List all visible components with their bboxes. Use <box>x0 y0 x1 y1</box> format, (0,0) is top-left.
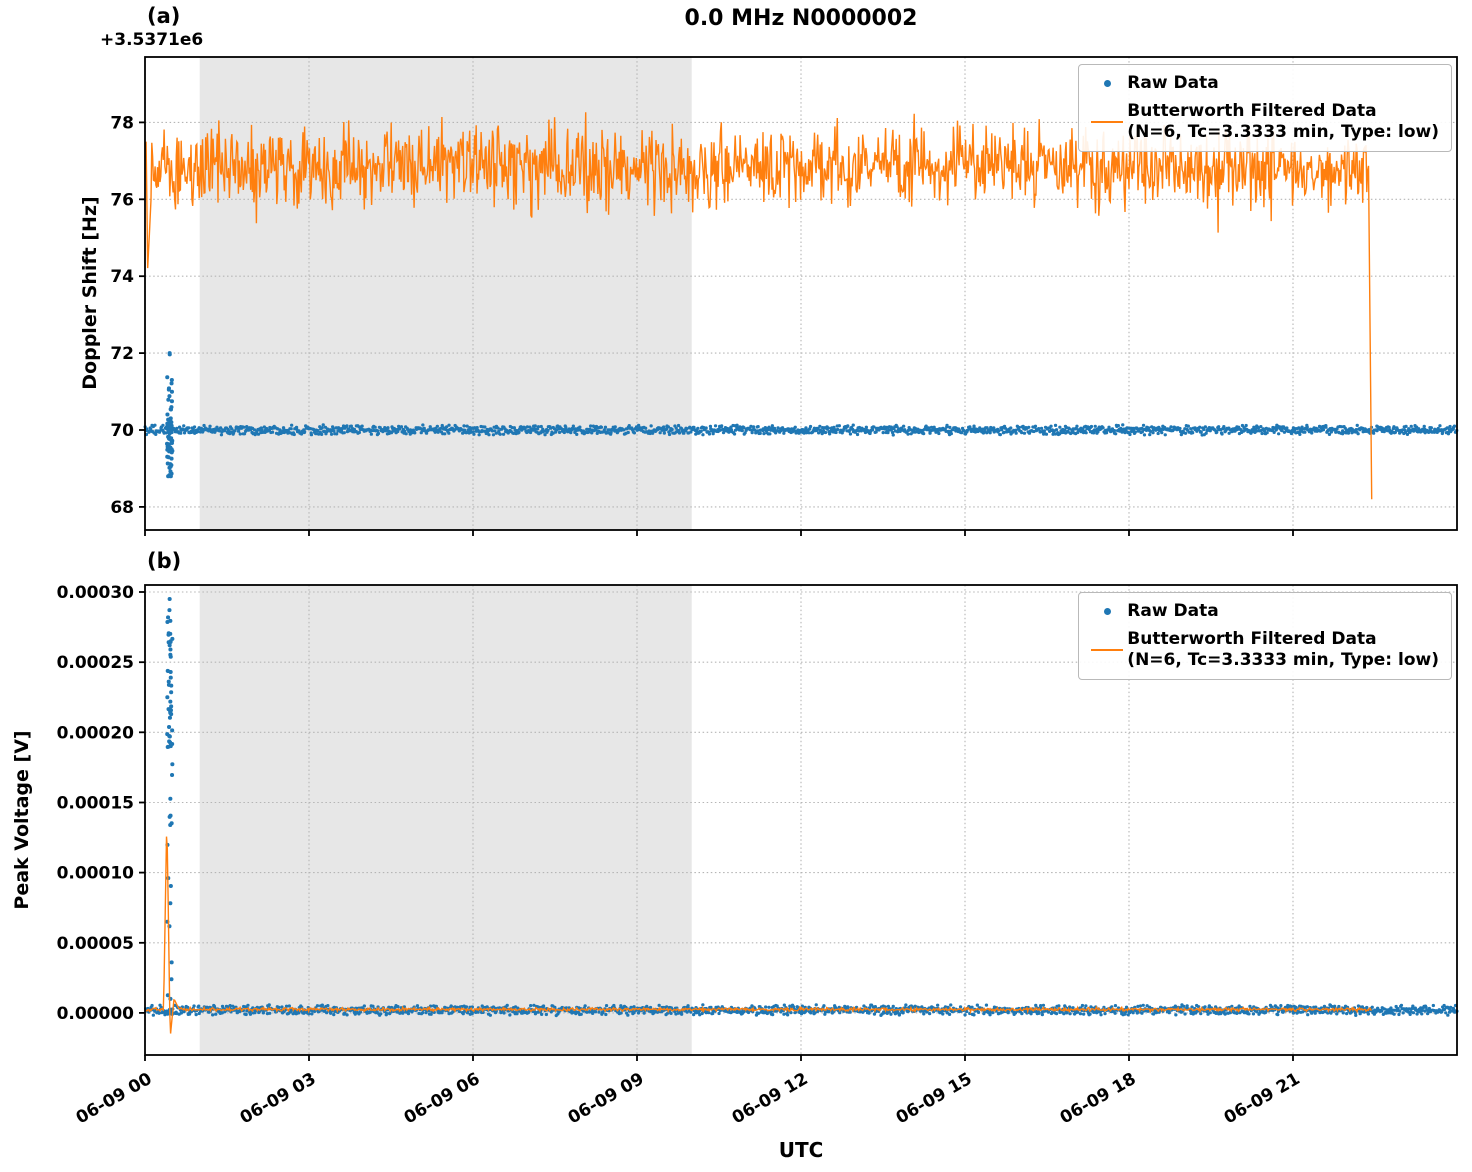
y-tick-label: 72 <box>110 344 134 364</box>
panel-b-tag: (b) <box>147 549 182 573</box>
x-tick-label: 06-09 00 <box>73 1069 156 1128</box>
y-tick-label: 74 <box>110 267 134 287</box>
x-tick-label: 06-09 15 <box>893 1069 976 1128</box>
figure-title: 0.0 MHz N0000002 <box>684 6 918 31</box>
legend-entry-filtered: Butterworth Filtered Data (N=6, Tc=3.333… <box>1087 101 1439 143</box>
x-tick-label: 06-09 06 <box>401 1069 484 1128</box>
legend-filtered-line2: (N=6, Tc=3.3333 min, Type: low) <box>1127 650 1439 670</box>
legend-filtered-line1: Butterworth Filtered Data <box>1127 629 1377 649</box>
filtered-line-marker-icon <box>1087 120 1127 124</box>
raw-data-burst <box>165 351 175 479</box>
tick-marks <box>139 121 1294 536</box>
legend-filtered-label: Butterworth Filtered Data (N=6, Tc=3.333… <box>1127 629 1439 671</box>
y-tick-label: 0.00020 <box>57 723 135 743</box>
legend-filtered-label: Butterworth Filtered Data (N=6, Tc=3.333… <box>1127 101 1439 143</box>
ylabel-peak-voltage: Peak Voltage [V] <box>11 730 33 910</box>
y-tick-label: 68 <box>110 498 134 518</box>
shaded-region <box>199 57 692 530</box>
shaded-region <box>199 585 692 1055</box>
y-tick-label: 70 <box>110 421 134 441</box>
y-tick-label: 76 <box>110 190 134 210</box>
legend-entry-raw: Raw Data <box>1087 601 1439 622</box>
legend-filtered-line2: (N=6, Tc=3.3333 min, Type: low) <box>1127 122 1439 142</box>
raw-data-burst <box>165 597 175 1001</box>
panel-a-plot: 68 70 72 74 76 78 <box>110 56 1459 536</box>
y-tick-label: 0.00015 <box>57 794 134 814</box>
x-tick-label: 06-09 21 <box>1221 1069 1304 1128</box>
raw-data-marker-icon <box>1087 80 1127 87</box>
ylabel-doppler-shift: Doppler Shift [Hz] <box>79 196 101 390</box>
xlabel-utc: UTC <box>778 1138 824 1162</box>
legend-panel-b: Raw Data Butterworth Filtered Data (N=6,… <box>1078 592 1452 680</box>
y-axis-offset-text: +3.5371e6 <box>100 30 204 50</box>
y-tick-label: 0.00000 <box>57 1004 135 1024</box>
panel-a-tag: (a) <box>147 4 181 28</box>
legend-entry-filtered: Butterworth Filtered Data (N=6, Tc=3.333… <box>1087 629 1439 671</box>
x-tick-label: 06-09 12 <box>729 1069 812 1128</box>
legend-raw-label: Raw Data <box>1127 601 1219 621</box>
tick-marks <box>139 591 1294 1061</box>
legend-filtered-line1: Butterworth Filtered Data <box>1127 101 1377 121</box>
butterworth-filtered-line <box>145 836 1372 1034</box>
y-tick-label: 0.00025 <box>57 653 134 673</box>
y-tick-label: 0.00010 <box>57 864 135 884</box>
panel-b-plot: 0.00000 0.00005 0.00010 0.00015 0.00020 0.000… <box>57 583 1459 1128</box>
filtered-line-marker-icon <box>1087 648 1127 652</box>
x-tick-label: 06-09 03 <box>237 1069 320 1128</box>
butterworth-filtered-line <box>145 112 1373 500</box>
tick-labels: 68 70 72 74 76 78 <box>110 113 134 518</box>
raw-data-marker-icon <box>1087 608 1127 615</box>
x-tick-label: 06-09 18 <box>1057 1069 1140 1128</box>
legend-entry-raw: Raw Data <box>1087 73 1439 94</box>
legend-raw-label: Raw Data <box>1127 73 1219 93</box>
x-tick-label: 06-09 09 <box>565 1069 648 1128</box>
y-tick-label: 0.00005 <box>57 934 134 954</box>
legend-panel-a: Raw Data Butterworth Filtered Data (N=6,… <box>1078 64 1452 152</box>
y-tick-label: 0.00030 <box>57 583 135 603</box>
y-tick-label: 78 <box>110 113 134 133</box>
